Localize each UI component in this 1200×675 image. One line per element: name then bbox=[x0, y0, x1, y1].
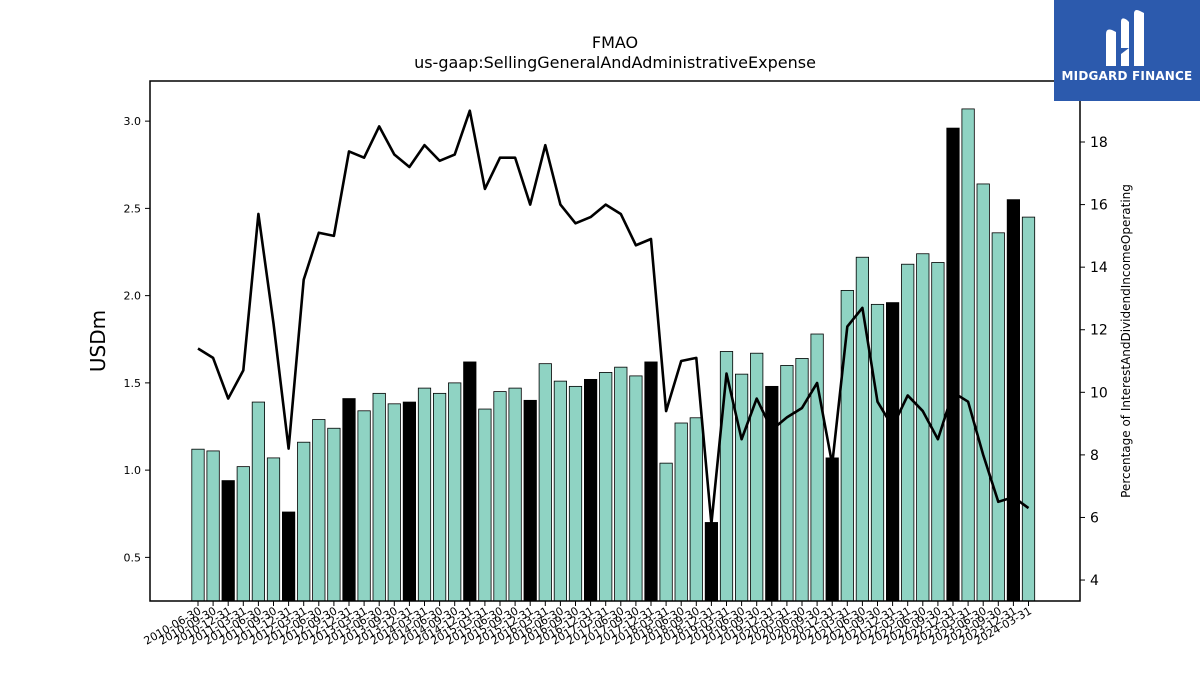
bar-2023-09-30 bbox=[991, 232, 1005, 602]
bar-2018-12-31 bbox=[704, 522, 719, 602]
bar-2015-03-31 bbox=[478, 408, 492, 602]
bar-2020-12-31 bbox=[825, 457, 839, 602]
bar-2015-06-30 bbox=[493, 391, 507, 602]
logo-mark-icon bbox=[1106, 10, 1144, 66]
y-right-tick-label: 16 bbox=[1090, 198, 1108, 214]
bar-2018-09-30 bbox=[689, 417, 703, 602]
bar-2017-12-31 bbox=[644, 361, 658, 602]
bar-2021-12-31 bbox=[886, 302, 900, 602]
bar-2023-06-30 bbox=[976, 183, 990, 602]
bar-2015-12-31 bbox=[523, 399, 537, 602]
bar-2020-06-30 bbox=[795, 358, 809, 602]
bar-2018-06-30 bbox=[674, 422, 688, 602]
bar-2016-09-30 bbox=[568, 385, 583, 602]
chart-title: FMAO bbox=[592, 33, 638, 52]
bar-2021-09-30 bbox=[870, 303, 885, 602]
bar-2023-12-31 bbox=[1006, 199, 1021, 602]
bar-2022-06-30 bbox=[916, 253, 930, 602]
plot-frame bbox=[149, 80, 1081, 602]
y-right-tick-label: 4 bbox=[1090, 573, 1099, 589]
bar-2016-03-31 bbox=[538, 363, 552, 602]
y-tick-label: 1.0 bbox=[124, 464, 142, 477]
y-axis-right-label: Percentage of InterestAndDividendIncomeO… bbox=[1119, 184, 1133, 498]
bar-2013-06-30 bbox=[372, 392, 386, 602]
bar-2023-03-31 bbox=[961, 108, 975, 602]
bar-2014-06-30 bbox=[432, 392, 447, 602]
bar-2011-09-30 bbox=[266, 457, 281, 602]
bar-2013-03-31 bbox=[357, 410, 371, 602]
bar-2020-09-30 bbox=[810, 333, 824, 602]
y-tick-label: 3.0 bbox=[124, 115, 142, 128]
bar-2012-06-30 bbox=[312, 419, 326, 602]
bar-2014-03-31 bbox=[417, 387, 432, 602]
bar-2022-03-31 bbox=[901, 263, 915, 602]
bar-2014-09-30 bbox=[448, 382, 462, 602]
line-group bbox=[197, 109, 1030, 526]
y-right-tick-label: 18 bbox=[1090, 135, 1108, 151]
bar-2019-09-30 bbox=[750, 352, 764, 602]
logo-text: MIDGARD FINANCE bbox=[1061, 69, 1193, 83]
bar-2016-06-30 bbox=[553, 380, 568, 602]
bar-2011-12-31 bbox=[281, 511, 296, 602]
brand-logo: MIDGARD FINANCE bbox=[1054, 0, 1200, 101]
bar-2018-03-31 bbox=[659, 462, 673, 602]
bar-2016-12-31 bbox=[584, 378, 598, 602]
y-axis-label: USDm bbox=[86, 310, 110, 372]
bar-2011-06-30 bbox=[251, 401, 265, 602]
y-right-tick-label: 14 bbox=[1090, 260, 1108, 276]
bar-2019-06-30 bbox=[735, 373, 749, 602]
bar-2011-03-31 bbox=[236, 466, 250, 602]
y-right-tick-label: 8 bbox=[1090, 448, 1099, 464]
y-right-tick-label: 12 bbox=[1090, 323, 1108, 339]
bar-2013-09-30 bbox=[387, 403, 401, 602]
bar-2017-06-30 bbox=[614, 366, 628, 602]
bar-2017-03-31 bbox=[599, 372, 613, 602]
line-series bbox=[197, 109, 1030, 526]
bars-group bbox=[191, 108, 1036, 602]
chart-subtitle: us-gaap:SellingGeneralAndAdministrativeE… bbox=[414, 53, 816, 72]
left-axis: 0.5 1.0 1.5 2.0 2.5 3.0 bbox=[124, 115, 150, 564]
y-tick-label: 0.5 bbox=[124, 551, 142, 564]
bar-2010-06-30 bbox=[191, 448, 205, 602]
bar-2012-12-31 bbox=[342, 398, 356, 602]
bar-2020-03-31 bbox=[780, 365, 794, 602]
y-right-tick-label: 6 bbox=[1090, 510, 1099, 526]
bar-2022-12-31 bbox=[946, 127, 960, 602]
right-axis: 4 6 8 10 12 14 16 18 bbox=[1080, 135, 1108, 589]
bar-2010-09-30 bbox=[206, 450, 220, 602]
y-right-tick-label: 10 bbox=[1090, 385, 1108, 401]
y-tick-label: 1.5 bbox=[124, 377, 142, 390]
bar-2017-09-30 bbox=[629, 375, 643, 602]
bar-2015-09-30 bbox=[508, 387, 522, 602]
y-tick-label: 2.5 bbox=[124, 202, 142, 215]
bar-2013-12-31 bbox=[402, 401, 417, 602]
bar-2010-12-31 bbox=[221, 480, 235, 602]
bar-2014-12-31 bbox=[463, 361, 477, 602]
x-axis: 2010-06-302010-09-302010-12-312011-03-31… bbox=[142, 601, 1034, 648]
y-tick-label: 2.0 bbox=[124, 290, 142, 303]
bar-2012-09-30 bbox=[327, 427, 341, 602]
bar-2012-03-31 bbox=[297, 441, 311, 602]
bar-2024-03-31 bbox=[1021, 216, 1036, 602]
